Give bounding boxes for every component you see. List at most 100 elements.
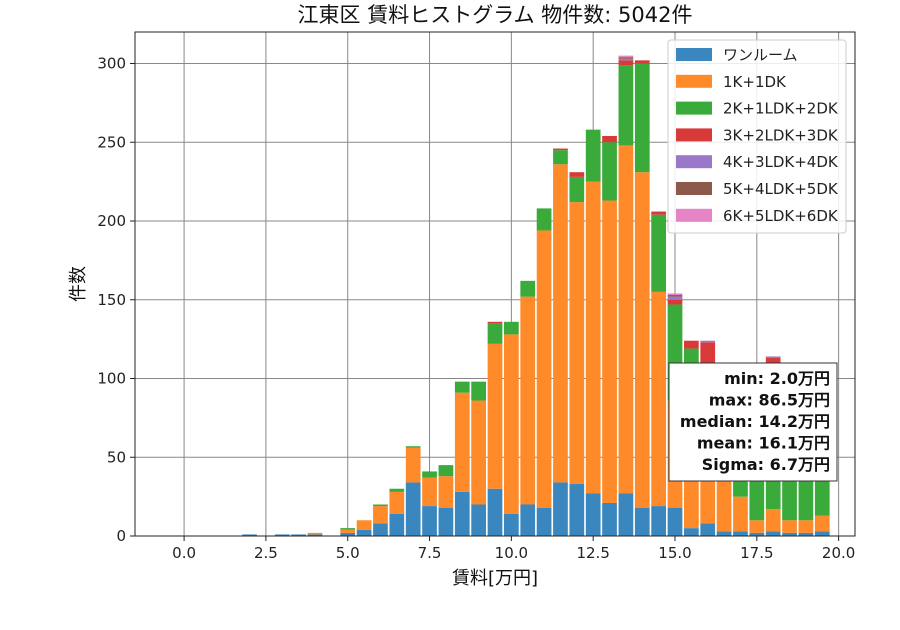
bar-segment bbox=[406, 446, 421, 448]
bar-segment bbox=[537, 508, 552, 536]
x-tick-label: 17.5 bbox=[740, 544, 773, 562]
bar-segment bbox=[733, 497, 748, 532]
bar-segment bbox=[340, 528, 355, 530]
bar-segment bbox=[471, 382, 486, 401]
bar-segment bbox=[357, 530, 372, 536]
bar-segment bbox=[373, 506, 388, 523]
stats-line: median: 14.2万円 bbox=[680, 412, 830, 431]
x-tick-label: 7.5 bbox=[418, 544, 442, 562]
bar-segment bbox=[422, 506, 437, 536]
bar-segment bbox=[357, 520, 372, 529]
bar-segment bbox=[488, 322, 503, 324]
y-tick-label: 150 bbox=[97, 291, 126, 309]
stats-line: mean: 16.1万円 bbox=[697, 434, 830, 453]
x-tick-label: 0.0 bbox=[172, 544, 196, 562]
bar-segment bbox=[668, 293, 683, 295]
bar-segment bbox=[619, 145, 634, 493]
bar-segment bbox=[455, 393, 470, 492]
bar-segment bbox=[668, 300, 683, 305]
bar-segment bbox=[619, 65, 634, 145]
y-tick-label: 0 bbox=[116, 527, 126, 545]
bar-segment bbox=[488, 489, 503, 536]
legend-swatch bbox=[676, 48, 712, 61]
bar-segment bbox=[471, 505, 486, 537]
bar-segment bbox=[439, 508, 454, 536]
bar-segment bbox=[717, 531, 732, 536]
bar-segment bbox=[602, 136, 617, 142]
y-tick-label: 100 bbox=[97, 370, 126, 388]
bar-segment bbox=[488, 344, 503, 489]
bar-segment bbox=[389, 514, 404, 536]
bar-segment bbox=[504, 322, 519, 335]
y-axis-label: 件数 bbox=[68, 266, 89, 302]
bar-segment bbox=[602, 503, 617, 536]
x-tick-label: 10.0 bbox=[495, 544, 528, 562]
bar-segment bbox=[635, 60, 650, 63]
bar-segment bbox=[602, 201, 617, 503]
legend-entry: 4K+3LDK+4DK bbox=[723, 153, 839, 171]
bar-segment bbox=[537, 230, 552, 507]
bar-segment bbox=[340, 530, 355, 533]
bar-segment bbox=[553, 164, 568, 482]
legend-entry: 1K+1DK bbox=[723, 73, 787, 91]
stats-box: min: 2.0万円max: 86.5万円median: 14.2万円mean:… bbox=[669, 363, 837, 481]
bar-segment bbox=[455, 382, 470, 393]
bar-segment bbox=[389, 489, 404, 492]
bar-segment bbox=[520, 505, 535, 537]
bar-segment bbox=[569, 202, 584, 484]
bar-segment bbox=[651, 215, 666, 292]
bar-segment bbox=[766, 531, 781, 536]
bar-segment bbox=[553, 150, 568, 164]
chart-title: 江東区 賃料ヒストグラム 物件数: 5042件 bbox=[298, 3, 693, 27]
bar-segment bbox=[406, 448, 421, 483]
bar-segment bbox=[733, 531, 748, 536]
legend-swatch bbox=[676, 182, 712, 195]
bar-segment bbox=[684, 528, 699, 536]
bar-segment bbox=[520, 297, 535, 505]
bar-segment bbox=[504, 334, 519, 514]
bar-segment bbox=[569, 484, 584, 536]
x-axis-label: 賃料[万円] bbox=[452, 568, 538, 589]
legend-entry: 3K+2LDK+3DK bbox=[723, 126, 839, 144]
bar-segment bbox=[815, 516, 830, 532]
bar-segment bbox=[651, 292, 666, 506]
bar-segment bbox=[373, 505, 388, 507]
legend-swatch bbox=[676, 128, 712, 141]
bar-segment bbox=[586, 493, 601, 536]
legend-swatch bbox=[676, 102, 712, 115]
bar-segment bbox=[619, 493, 634, 536]
bar-segment bbox=[799, 520, 814, 533]
bar-segment bbox=[537, 208, 552, 230]
bar-segment bbox=[782, 520, 797, 533]
legend-entry: ワンルーム bbox=[723, 46, 798, 64]
bar-segment bbox=[749, 520, 764, 533]
bar-segment bbox=[553, 149, 568, 151]
bar-segment bbox=[700, 523, 715, 536]
bar-segment bbox=[684, 341, 699, 349]
bar-segment bbox=[635, 172, 650, 507]
bar-segment bbox=[619, 56, 634, 58]
stats-line: min: 2.0万円 bbox=[724, 369, 830, 388]
bar-segment bbox=[471, 401, 486, 505]
bar-segment bbox=[619, 59, 634, 61]
legend: ワンルーム1K+1DK2K+1LDK+2DK3K+2LDK+3DK4K+3LDK… bbox=[668, 40, 846, 233]
legend-entry: 6K+5LDK+6DK bbox=[723, 207, 839, 225]
legend-entry: 5K+4LDK+5DK bbox=[723, 180, 839, 198]
legend-swatch bbox=[676, 75, 712, 88]
bar-segment bbox=[389, 492, 404, 514]
bar-segment bbox=[308, 533, 323, 535]
bar-segment bbox=[553, 482, 568, 536]
x-tick-label: 5.0 bbox=[336, 544, 360, 562]
y-tick-label: 250 bbox=[97, 133, 126, 151]
bar-segment bbox=[569, 172, 584, 177]
bar-segment bbox=[815, 531, 830, 536]
bar-segment bbox=[406, 482, 421, 536]
bar-segment bbox=[668, 508, 683, 536]
x-tick-label: 2.5 bbox=[254, 544, 278, 562]
bar-segment bbox=[439, 476, 454, 508]
y-tick-label: 300 bbox=[97, 55, 126, 73]
legend-swatch bbox=[676, 209, 712, 222]
bar-segment bbox=[700, 341, 715, 343]
legend-swatch bbox=[676, 155, 712, 168]
